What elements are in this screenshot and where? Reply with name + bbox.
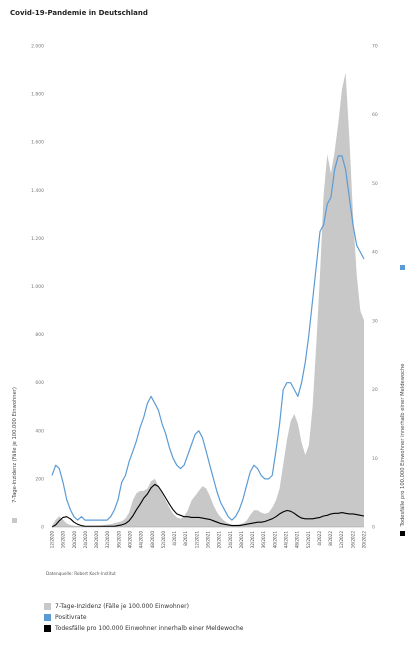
x-tick-label: 16/2022: [350, 531, 355, 549]
y-tick-left: 200: [35, 476, 44, 482]
x-tick-label: 32/2020: [105, 531, 110, 549]
x-tick-label: 12/2022: [339, 531, 344, 549]
x-tick-label: 4/2022: [317, 531, 322, 546]
x-tick-label: 16/2021: [206, 531, 211, 549]
y-tick-left: 0: [41, 525, 44, 531]
y-tick-left: 1.000: [31, 284, 44, 290]
legend-label-positive-rate: Positivrate: [55, 614, 87, 621]
y-tick-left: 1.600: [31, 140, 44, 146]
x-tick-label: 40/2020: [128, 531, 133, 549]
legend-item-incidence: 7-Tage-Inzidenz (Fälle je 100.000 Einwoh…: [44, 603, 189, 610]
x-tick-label: 16/2020: [61, 531, 66, 549]
chart-title: Covid-19-Pandemie in Deutschland: [10, 9, 148, 17]
x-tick-label: 28/2020: [94, 531, 99, 549]
y-tick-right: 0: [372, 525, 375, 531]
series-line-positive-rate: [51, 155, 365, 521]
legend-swatch-deaths: [44, 625, 51, 632]
x-tick-label: 44/2021: [284, 531, 289, 549]
x-tick-label: 52/2020: [161, 531, 166, 549]
y-tick-right: 30: [372, 318, 378, 324]
x-tick-label: 48/2020: [150, 531, 155, 549]
legend-item-deaths: Todesfälle pro 100.000 Einwohner innerha…: [44, 625, 243, 632]
source-note: Datenquelle: Robert Koch-Institut: [46, 571, 116, 576]
y-tick-left: 2.000: [31, 44, 44, 50]
x-tick-label: 8/2022: [328, 531, 333, 546]
left-axis-marker-incidence: [12, 518, 17, 523]
right-axis-marker-positive: [400, 265, 405, 270]
y-tick-left: 1.800: [31, 92, 44, 98]
y-tick-left: 800: [35, 332, 44, 338]
x-tick-label: 20/2022: [362, 531, 367, 549]
y-tick-right: 20: [372, 387, 378, 393]
x-tick-label: 52/2021: [306, 531, 311, 549]
y-axis-label-left: 7-Tage-Inzidenz (Fälle je 100.000 Einwoh…: [12, 387, 18, 503]
x-tick-label: 24/2020: [83, 531, 88, 549]
y-tick-left: 1.400: [31, 188, 44, 194]
x-tick-label: 4/2021: [172, 531, 177, 546]
x-tick-label: 44/2020: [139, 531, 144, 549]
x-tick-label: 12/2021: [194, 531, 199, 549]
legend-label-incidence: 7-Tage-Inzidenz (Fälle je 100.000 Einwoh…: [55, 603, 189, 610]
x-tick-label: 20/2020: [72, 531, 77, 549]
x-tick-label: 20/2021: [217, 531, 222, 549]
x-tick-label: 12/2020: [50, 531, 55, 549]
x-tick-label: 36/2020: [116, 531, 121, 549]
legend-swatch-positive-rate: [44, 614, 51, 621]
y-tick-left: 400: [35, 428, 44, 434]
axis-layer: 02004006008001.0001.2001.4001.6001.8002.…: [12, 44, 405, 549]
x-tick-label: 24/2021: [228, 531, 233, 549]
area-layer: [52, 72, 364, 527]
x-tick-label: 40/2021: [272, 531, 277, 549]
x-tick-label: 48/2021: [295, 531, 300, 549]
y-tick-left: 600: [35, 380, 44, 386]
legend-swatch-incidence: [44, 603, 51, 610]
y-tick-right: 60: [372, 112, 378, 118]
series-area-incidence: [52, 72, 364, 527]
line-layer: [51, 155, 365, 528]
right-axis-marker-deaths: [400, 531, 405, 536]
y-axis-label-right: Todesfälle pro 100.000 Einwohner innerha…: [400, 364, 406, 528]
y-tick-right: 10: [372, 456, 378, 462]
legend-label-deaths: Todesfälle pro 100.000 Einwohner innerha…: [55, 625, 244, 632]
x-tick-label: 36/2021: [261, 531, 266, 549]
x-tick-label: 8/2021: [183, 531, 188, 546]
x-tick-label: 28/2021: [239, 531, 244, 549]
y-tick-right: 50: [372, 181, 378, 187]
y-tick-right: 40: [372, 250, 378, 256]
series-line-deaths: [51, 483, 365, 528]
y-tick-right: 70: [372, 44, 378, 50]
legend-item-positive-rate: Positivrate: [44, 614, 87, 621]
x-tick-label: 32/2021: [250, 531, 255, 549]
y-tick-left: 1.200: [31, 236, 44, 242]
